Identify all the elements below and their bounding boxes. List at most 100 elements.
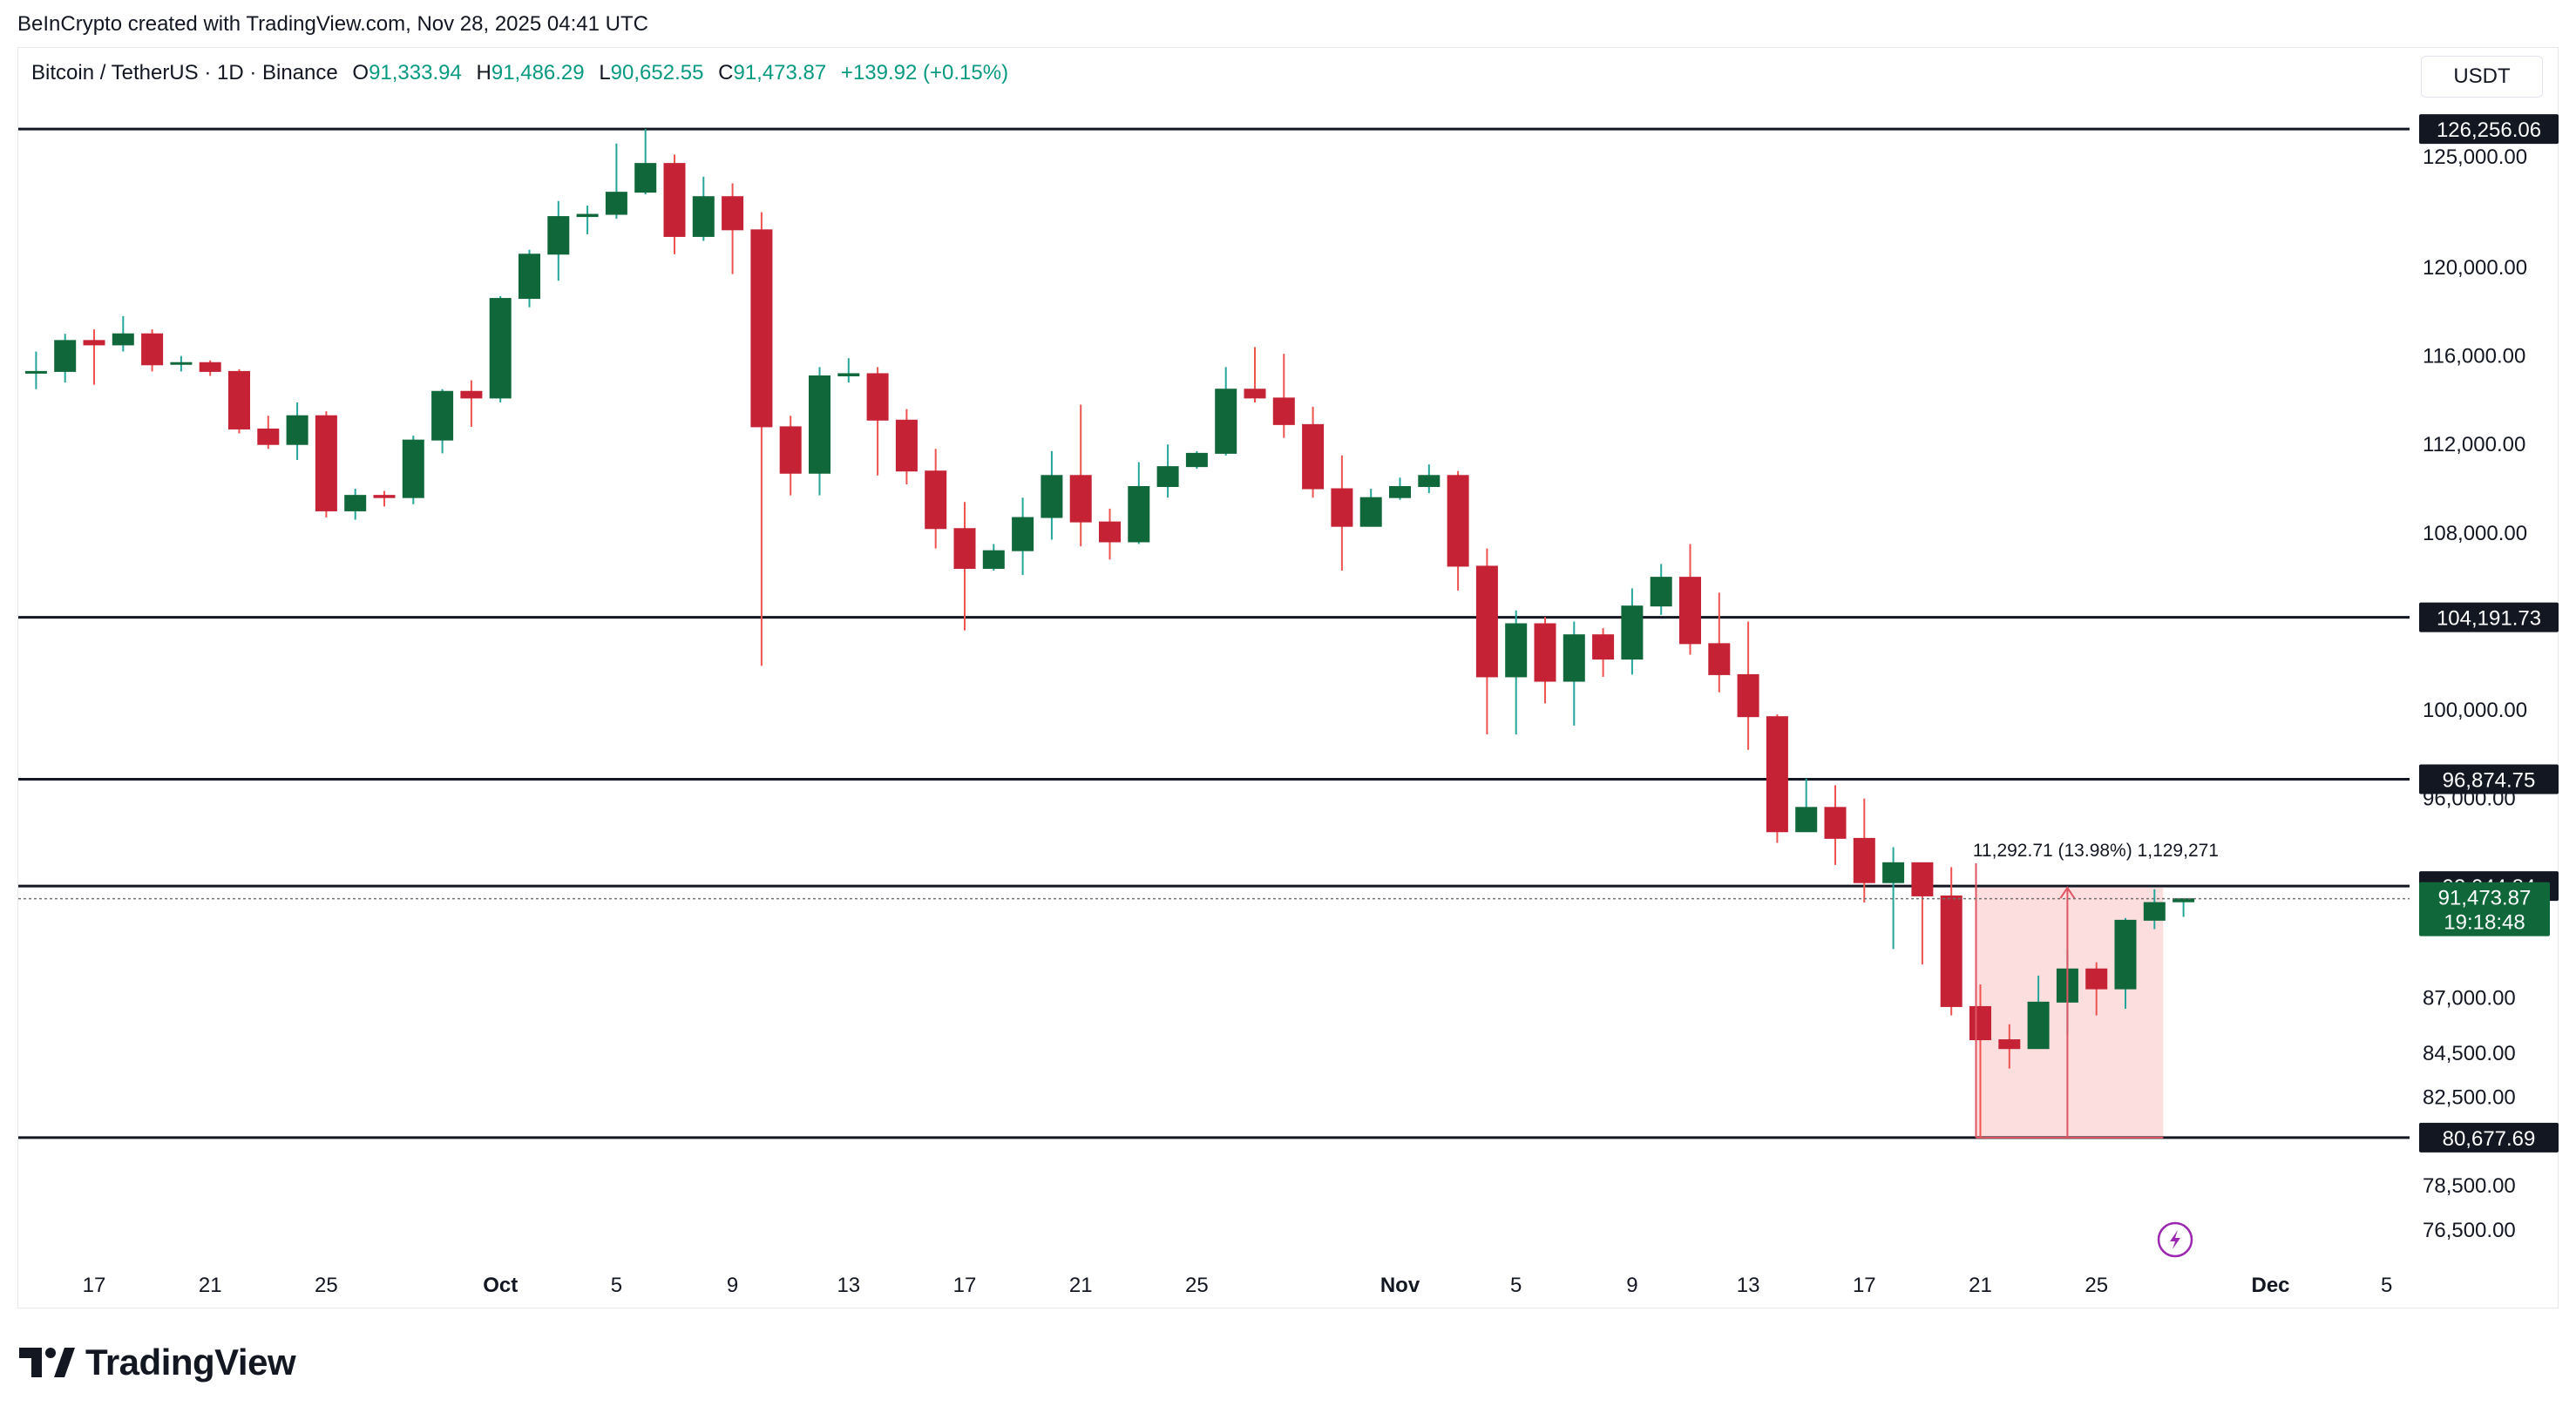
candle-up — [1215, 367, 1237, 456]
candle-up — [982, 544, 1005, 571]
candle-down — [1244, 347, 1266, 402]
candle-up — [2173, 898, 2195, 917]
candle-body — [1389, 485, 1411, 498]
candle-up — [1128, 462, 1150, 544]
candle-up — [2143, 889, 2166, 930]
candle-body — [344, 495, 367, 511]
currency-selector-button[interactable]: USDT — [2421, 56, 2543, 98]
candle-body — [1185, 452, 1208, 468]
candle-up — [1156, 444, 1179, 498]
x-tick-label: Nov — [1380, 1274, 1420, 1297]
candle-body — [1998, 1039, 2021, 1050]
lightning-icon[interactable] — [2157, 1221, 2193, 1258]
candle-up — [24, 351, 47, 389]
candle-down — [1302, 407, 1325, 498]
change-value: +139.92 (+0.15%) — [840, 61, 1009, 85]
candle-body — [634, 163, 657, 193]
x-tick-label: 25 — [1185, 1274, 1209, 1297]
candle-down — [1911, 862, 1934, 965]
low-key: L — [599, 61, 611, 85]
y-tick-label: 78,500.00 — [2423, 1174, 2516, 1198]
candle-down — [925, 449, 947, 549]
candle-down — [1737, 621, 1759, 750]
measure-label: 11,292.71 (13.98%) 1,129,271 — [1973, 841, 2219, 861]
y-tick-label: 116,000.00 — [2423, 345, 2525, 368]
candle-body — [170, 362, 193, 365]
tradingview-logo[interactable]: TradingView — [19, 1342, 296, 1383]
candle-down — [779, 416, 802, 496]
candle-body — [1737, 673, 1759, 718]
candle-down — [663, 154, 686, 254]
candle-body — [519, 254, 540, 300]
candle-body — [837, 373, 860, 376]
x-tick-label: 21 — [1969, 1274, 1992, 1297]
candle-down — [750, 212, 773, 666]
candle-down — [199, 360, 221, 376]
current-price-label: 91,473.87 — [2438, 887, 2532, 910]
candle-up — [576, 205, 599, 234]
candle-body — [779, 426, 802, 474]
candle-body — [1505, 623, 1528, 678]
candle-body — [54, 340, 77, 372]
candle-body — [373, 495, 396, 498]
x-tick-label: 13 — [837, 1274, 860, 1297]
price-chart[interactable]: 11,292.71 (13.98%) 1,129,271 125,000.00 1… — [0, 0, 2576, 1342]
candle-up — [1389, 477, 1411, 500]
x-tick-label: 21 — [199, 1274, 222, 1297]
x-tick-label: 17 — [1853, 1274, 1876, 1297]
candle-body — [1621, 605, 1644, 660]
candle-down — [2085, 962, 2108, 1016]
candle-body — [1592, 634, 1615, 660]
candle-body — [315, 415, 337, 511]
y-tick-label: 120,000.00 — [2423, 256, 2527, 280]
candle-up — [0, 356, 17, 378]
candle-down — [1534, 617, 1556, 704]
candle-down — [953, 502, 976, 631]
x-tick-label: Oct — [483, 1274, 518, 1297]
candle-body — [1766, 716, 1788, 833]
candle-body — [925, 470, 947, 530]
candle-body — [83, 340, 105, 346]
candle-down — [83, 329, 105, 385]
candle-body — [1824, 807, 1847, 839]
close-key: C — [718, 61, 734, 85]
price-axis: 125,000.00 120,000.00 116,000.00 112,000.00… — [2423, 145, 2527, 1242]
candle-up — [519, 249, 540, 308]
candle-down — [1766, 714, 1788, 843]
candle-up — [1795, 778, 1818, 833]
candle-body — [605, 192, 627, 215]
candle-body — [1650, 577, 1672, 607]
candle-down — [1592, 628, 1615, 677]
candle-down — [228, 368, 250, 434]
candle-body — [1795, 807, 1818, 833]
candle-countdown-label: 19:18:48 — [2444, 911, 2525, 935]
open-value: 91,333.94 — [369, 61, 462, 85]
y-tick-label: 125,000.00 — [2423, 145, 2527, 169]
candle-body — [1882, 862, 1905, 883]
current-price-marker: 91,473.87 19:18:48 — [18, 882, 2550, 936]
candle-up — [837, 358, 860, 383]
open-key: O — [352, 61, 369, 85]
candle-body — [1012, 517, 1034, 551]
candle-up — [170, 355, 193, 372]
y-tick-label: 84,500.00 — [2423, 1042, 2516, 1065]
high-key: H — [476, 61, 491, 85]
candle-up — [1012, 497, 1034, 576]
candle-body — [1911, 862, 1934, 896]
time-axis: 17 21 25 Oct 5 9 13 17 21 25 Nov 5 9 13 17 21 25 Dec 5 — [83, 1274, 2393, 1297]
candle-up — [402, 436, 424, 504]
x-tick-label: 25 — [315, 1274, 338, 1297]
candle-up — [1650, 564, 1672, 615]
candle-up — [1621, 588, 1644, 675]
candle-body — [1853, 837, 1875, 883]
level-badge — [2419, 1122, 2559, 1153]
chart-credit: BeInCrypto created with TradingView.com,… — [17, 12, 648, 36]
symbol-title[interactable]: Bitcoin / TetherUS · 1D · Binance — [31, 61, 338, 85]
candle-body — [0, 371, 17, 373]
candle-body — [576, 213, 599, 218]
x-tick-label: 9 — [1626, 1274, 1637, 1297]
candle-down — [460, 380, 483, 427]
candle-body — [228, 370, 250, 429]
measure-arrows — [1975, 863, 2164, 1139]
candle-down — [1708, 592, 1731, 693]
